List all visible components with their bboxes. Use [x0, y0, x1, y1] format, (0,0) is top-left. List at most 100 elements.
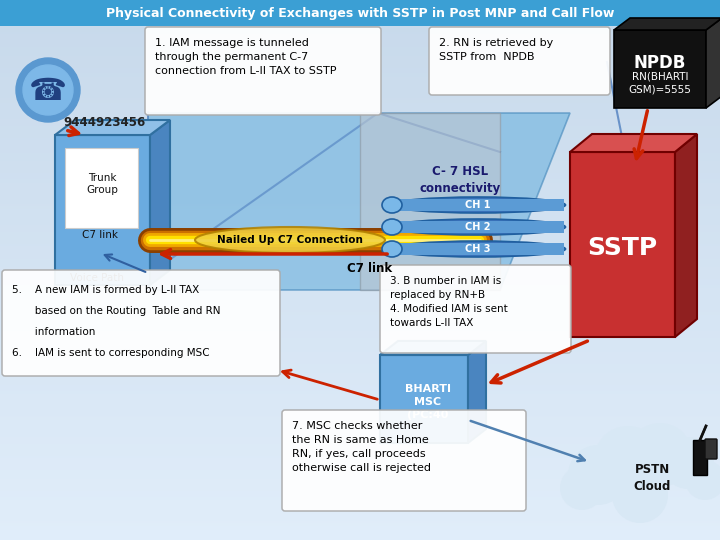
Bar	[0, 517, 720, 518]
Bar	[0, 280, 720, 281]
Bar	[0, 6, 720, 7]
Bar	[0, 91, 720, 92]
Bar	[0, 36, 720, 37]
Bar	[0, 212, 720, 213]
Bar	[0, 232, 720, 233]
Bar	[0, 491, 720, 492]
Bar	[0, 76, 720, 77]
Bar	[0, 64, 720, 65]
Bar	[0, 82, 720, 83]
Bar	[0, 314, 720, 315]
Bar	[0, 405, 720, 406]
Bar	[0, 174, 720, 175]
Bar	[0, 306, 720, 307]
Bar	[0, 376, 720, 377]
Bar	[0, 499, 720, 500]
Bar	[0, 159, 720, 160]
Bar	[0, 296, 720, 297]
Bar	[0, 425, 720, 426]
Bar	[0, 38, 720, 39]
Bar	[0, 329, 720, 330]
Bar	[0, 524, 720, 525]
Bar	[0, 111, 720, 112]
Bar	[0, 334, 720, 335]
Bar	[0, 101, 720, 102]
Circle shape	[560, 466, 604, 510]
Bar	[0, 186, 720, 187]
Bar	[0, 130, 720, 131]
Bar	[0, 415, 720, 416]
Circle shape	[594, 426, 662, 494]
Bar	[0, 290, 720, 291]
Bar	[0, 482, 720, 483]
Bar	[0, 464, 720, 465]
Bar	[0, 457, 720, 458]
Bar	[0, 171, 720, 172]
Bar	[0, 218, 720, 219]
Bar	[0, 53, 720, 54]
Bar	[0, 390, 720, 391]
Bar	[0, 25, 720, 26]
Bar	[0, 200, 720, 201]
Bar	[0, 11, 720, 12]
Bar	[0, 108, 720, 109]
Bar	[0, 403, 720, 404]
Bar	[0, 51, 720, 52]
Bar	[0, 307, 720, 308]
Bar	[0, 367, 720, 368]
Bar	[0, 97, 720, 98]
Bar	[0, 98, 720, 99]
Bar	[0, 57, 720, 58]
Bar	[0, 495, 720, 496]
Bar	[0, 397, 720, 398]
Bar	[0, 177, 720, 178]
Bar	[0, 514, 720, 515]
Bar	[0, 100, 720, 101]
Bar	[0, 169, 720, 170]
Bar	[0, 354, 720, 355]
Bar	[0, 326, 720, 327]
Bar	[0, 308, 720, 309]
Bar	[0, 347, 720, 348]
Bar	[0, 408, 720, 409]
Bar	[0, 47, 720, 48]
Bar	[0, 449, 720, 450]
Bar	[0, 360, 720, 361]
Bar	[0, 199, 720, 200]
Bar	[0, 313, 720, 314]
Bar	[0, 248, 720, 249]
Bar	[0, 439, 720, 440]
Bar	[0, 65, 720, 66]
Bar	[0, 121, 720, 122]
Polygon shape	[614, 18, 720, 30]
Bar	[0, 519, 720, 520]
Bar	[0, 356, 720, 357]
Bar	[0, 431, 720, 432]
Circle shape	[628, 423, 692, 487]
Bar	[0, 522, 720, 523]
Bar	[0, 498, 720, 499]
Bar	[0, 378, 720, 379]
Bar	[0, 388, 720, 389]
Bar	[0, 323, 720, 324]
Bar	[0, 294, 720, 295]
Bar	[0, 407, 720, 408]
Bar	[0, 261, 720, 262]
Bar	[0, 341, 720, 342]
Bar	[0, 433, 720, 434]
Bar	[0, 298, 720, 299]
Text: 1. IAM message is tunneled
through the permanent C-7
connection from L-II TAX to: 1. IAM message is tunneled through the p…	[155, 38, 336, 76]
Bar	[0, 511, 720, 512]
Ellipse shape	[390, 219, 565, 235]
Bar	[0, 520, 720, 521]
Bar	[0, 504, 720, 505]
Bar	[0, 110, 720, 111]
Bar	[0, 534, 720, 535]
Bar	[0, 152, 720, 153]
Bar	[0, 338, 720, 339]
Bar	[0, 339, 720, 340]
Text: information: information	[12, 327, 95, 337]
Bar	[0, 335, 720, 336]
Bar	[0, 526, 720, 527]
Bar	[0, 85, 720, 86]
